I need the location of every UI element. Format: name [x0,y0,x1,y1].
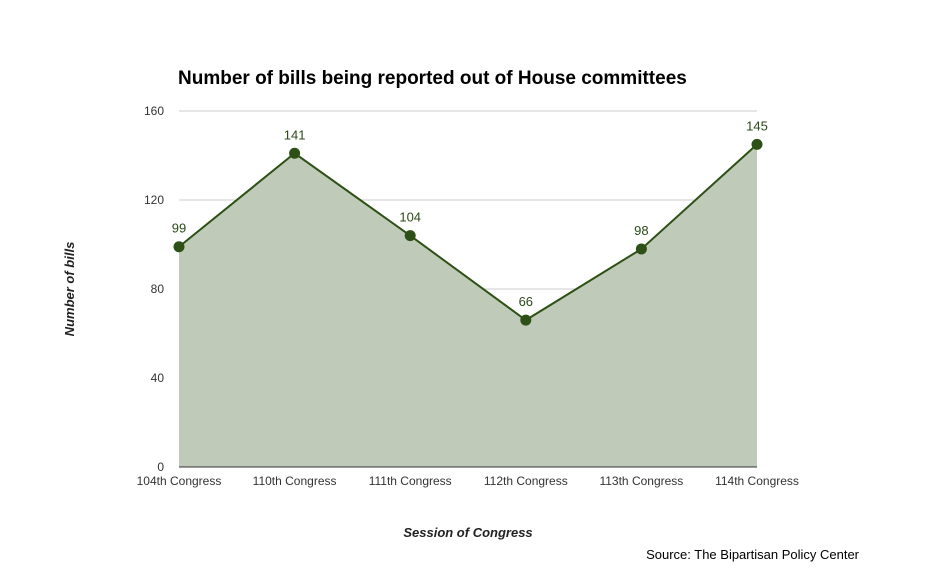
data-points [173,138,763,326]
x-tick-label: 110th Congress [253,474,337,488]
x-tick-label: 112th Congress [484,474,568,488]
data-label: 104 [399,210,421,225]
x-axis-ticks: 104th Congress 110th Congress 111th Congre… [137,474,799,488]
x-tick-label: 104th Congress [137,474,222,488]
y-axis-title: Number of bills [62,242,77,337]
y-tick-label: 40 [151,371,165,385]
data-point [520,314,532,326]
data-label: 99 [172,221,186,236]
source-note: Source: The Bipartisan Policy Center [646,547,860,562]
area-fill [179,144,757,467]
data-point [404,230,416,242]
data-point [751,138,763,150]
x-tick-label: 111th Congress [369,474,452,488]
y-tick-label: 160 [144,104,164,118]
chart-title: Number of bills being reported out of Ho… [178,68,687,89]
y-tick-label: 80 [151,282,165,296]
y-axis-ticks: 0 40 80 120 160 [144,104,164,474]
x-tick-label: 114th Congress [715,474,799,488]
data-label: 141 [284,127,306,142]
y-tick-label: 120 [144,193,164,207]
data-label: 145 [746,118,768,133]
x-axis-title: Session of Congress [403,525,532,540]
y-tick-label: 0 [157,460,164,474]
data-point [173,241,185,253]
series-line [178,143,758,322]
data-label: 98 [634,223,648,238]
x-tick-label: 113th Congress [599,474,683,488]
data-labels: 99 141 104 66 98 145 [172,118,768,309]
data-point [289,147,301,159]
area-layer [178,143,758,468]
data-label: 66 [519,294,533,309]
data-point [635,243,647,255]
